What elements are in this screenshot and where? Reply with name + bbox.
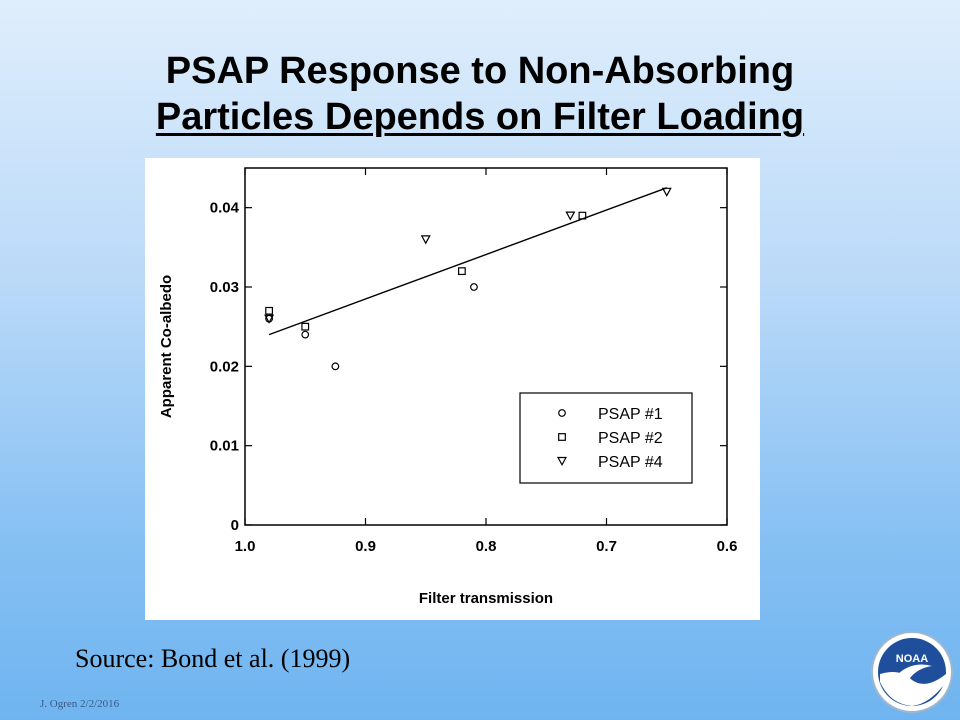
source-citation: Source: Bond et al. (1999): [75, 644, 351, 673]
y-tick-label: 0.01: [210, 438, 239, 455]
y-tick-label: 0: [231, 517, 239, 534]
chart-background: [145, 158, 760, 620]
scatter-chart: 1.0 0.9 0.8 0.7 0.6 0 0.01 0.02 0.03 0.04 Filter …: [145, 158, 760, 620]
legend-label-2: PSAP #2: [598, 430, 663, 447]
y-tick-label: 0.03: [210, 279, 239, 296]
x-tick-label: 0.8: [476, 538, 497, 555]
x-tick-label: 1.0: [235, 538, 256, 555]
data-point-series-1: [301, 330, 310, 339]
legend-label-1: PSAP #1: [598, 406, 663, 423]
data-point-series-3: [420, 235, 431, 245]
logo-text: NOAA: [896, 653, 928, 665]
x-tick-label: 0.9: [355, 538, 376, 555]
data-point-series-2: [578, 211, 587, 220]
legend-marker-3: [556, 456, 568, 467]
y-tick-label: 0.04: [210, 200, 240, 217]
data-point-series-3: [565, 211, 576, 221]
legend-marker-2: [558, 433, 566, 441]
data-point-series-1: [470, 283, 478, 291]
legend-marker-1: [558, 409, 566, 417]
fit-line: [268, 187, 667, 336]
legend: PSAP #1 PSAP #2 PSAP #4: [519, 392, 693, 484]
data-point-series-3: [661, 187, 672, 197]
data-point-series-2: [458, 267, 466, 276]
slide-title: PSAP Response to Non-Absorbing Particles…: [0, 48, 960, 140]
data-point-series-2: [265, 306, 274, 315]
title-line-1: PSAP Response to Non-Absorbing: [165, 50, 795, 92]
x-tick-label: 0.7: [596, 538, 617, 555]
y-tick-label: 0.02: [210, 358, 239, 375]
noaa-logo-icon: NOAA: [871, 631, 953, 713]
data-point-series-1: [331, 362, 340, 371]
footer-author-date: J. Ogren 2/2/2016: [40, 698, 120, 710]
chart-panel: 1.0 0.9 0.8 0.7 0.6 0 0.01 0.02 0.03 0.04 Filter …: [145, 158, 760, 620]
y-axis-label: Apparent Co-albedo: [158, 275, 175, 418]
title-line-2: Particles Depends on Filter Loading: [155, 96, 805, 138]
data-point-series-2: [301, 322, 310, 331]
x-tick-label: 0.6: [717, 538, 738, 555]
legend-box: [519, 392, 693, 484]
x-axis-label: Filter transmission: [419, 590, 553, 607]
data-point-series-3: [264, 314, 275, 324]
data-points: [264, 187, 672, 371]
axis-ticks: [244, 168, 728, 526]
legend-label-3: PSAP #4: [598, 454, 663, 471]
axis-tick-labels: 1.0 0.9 0.8 0.7 0.6 0 0.01 0.02 0.03 0.04: [210, 200, 738, 555]
